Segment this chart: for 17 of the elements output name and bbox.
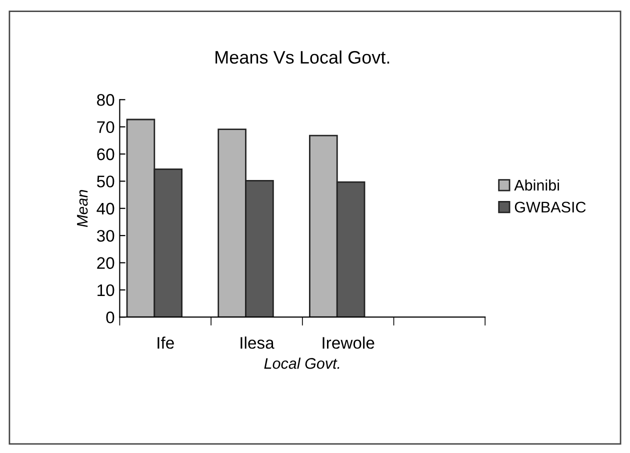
y-axis-title: Mean (77, 190, 88, 228)
y-tick-label: 70 (97, 121, 114, 134)
y-tick-label: 30 (96, 230, 114, 242)
y-tick-label: 80 (97, 94, 114, 106)
y-tick-label: 20 (97, 257, 114, 269)
y-tick-label: 50 (96, 176, 114, 188)
y-tick-label: 10 (98, 284, 114, 296)
x-tick-label: Irewole (322, 336, 374, 349)
chart-title: Means Vs Local Govt. (216, 50, 390, 64)
x-tick-label: Ilesa (240, 336, 274, 349)
y-tick-label: 60 (97, 148, 114, 160)
x-tick-label: Ife (158, 336, 174, 349)
y-tick-label: 0 (106, 312, 114, 324)
x-axis-title: Local Govt. (264, 358, 340, 369)
legend-label: GWBASIC (514, 202, 586, 213)
legend-label: Abinibi (514, 179, 559, 191)
y-tick-label: 40 (96, 202, 114, 215)
